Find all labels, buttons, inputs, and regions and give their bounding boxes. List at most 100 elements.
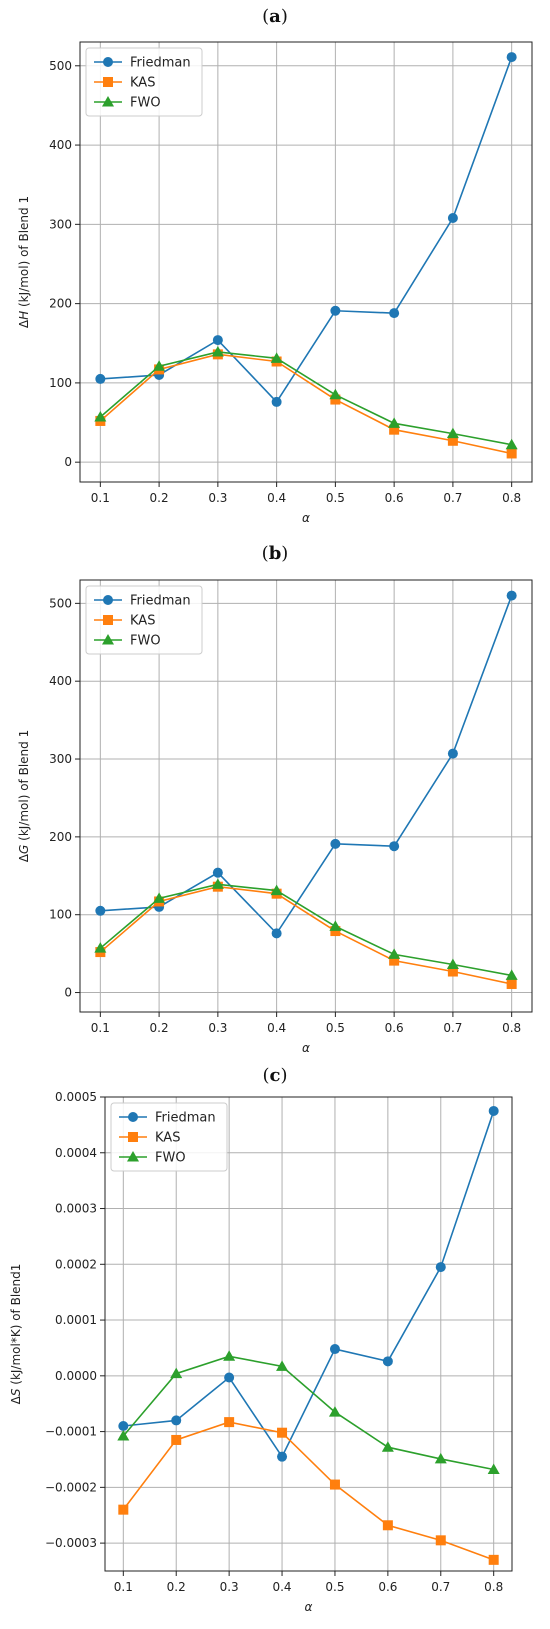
legend-marker [102, 96, 114, 107]
legend-marker [128, 1132, 138, 1142]
data-point [505, 969, 518, 980]
data-point [211, 345, 224, 357]
data-point [277, 1427, 288, 1438]
series-line [123, 1110, 495, 1459]
y-tick-label: 400 [49, 674, 72, 688]
y-tick-label: 400 [49, 138, 72, 152]
x-tick-label: 0.4 [267, 1021, 286, 1035]
data-point [95, 905, 106, 916]
legend-label: Friedman [130, 594, 191, 609]
x-tick-label: 0.6 [385, 1021, 404, 1035]
y-tick-label: 300 [49, 752, 72, 766]
data-point [389, 841, 400, 852]
y-tick-label: 500 [49, 59, 72, 73]
data-point [277, 1451, 288, 1462]
data-point [435, 1262, 446, 1273]
y-axis: 0 100 200 300 400 500 [49, 596, 80, 1000]
y-tick-label: 0.0004 [55, 1146, 97, 1160]
data-point [153, 360, 166, 371]
series-line [99, 885, 512, 985]
series-friedman [118, 1105, 499, 1462]
y-tick-label: −0.0003 [45, 1536, 97, 1550]
data-point [153, 892, 166, 903]
data-point [382, 1356, 393, 1367]
legend-marker [103, 57, 113, 67]
y-axis: −0.0003 −0.0002 −0.0001 0.0000 0.0001 0.0002 0… [45, 1090, 105, 1550]
x-tick-label: 0.4 [272, 1580, 291, 1594]
y-tick-label: 200 [49, 830, 72, 844]
y-tick-label: −0.0001 [45, 1425, 97, 1439]
x-tick-label: 0.7 [431, 1580, 450, 1594]
data-point [447, 435, 458, 446]
data-point [117, 1430, 130, 1441]
data-point [211, 878, 224, 889]
data-point [271, 396, 282, 407]
x-tick-label: 0.5 [326, 491, 345, 505]
y-tick-label: 0 [64, 455, 72, 469]
data-point [330, 838, 341, 849]
y-tick-label: 200 [49, 297, 72, 311]
data-point [435, 1535, 446, 1546]
data-point [506, 448, 517, 459]
data-point [506, 52, 517, 63]
data-point [329, 1344, 340, 1355]
x-tick-label: 0.7 [443, 491, 462, 505]
data-point [381, 1441, 394, 1452]
legend: Friedman KAS FWO [110, 1102, 228, 1172]
x-tick-label: 0.6 [385, 491, 404, 505]
x-tick-label: 0.8 [502, 491, 521, 505]
data-point [446, 427, 459, 439]
x-tick-label: 0.1 [91, 1021, 110, 1035]
data-point [330, 394, 341, 405]
data-point [95, 373, 106, 384]
legend-label: KAS [130, 614, 155, 629]
x-tick-label: 0.2 [150, 491, 169, 505]
data-point [487, 1463, 500, 1475]
data-point [447, 213, 458, 223]
x-tick-label: 0.8 [484, 1580, 503, 1594]
data-point [446, 958, 459, 970]
y-tick-label: 100 [49, 908, 72, 922]
x-axis: 0.1 0.2 0.3 0.4 0.5 0.6 0.7 0.8 [91, 482, 521, 505]
legend-marker [102, 634, 114, 645]
x-tick-label: 0.2 [150, 1021, 169, 1035]
x-axis-label: α [305, 1600, 313, 1614]
series-fwo [94, 345, 518, 450]
data-point [505, 438, 518, 450]
series-line [99, 883, 512, 977]
x-tick-label: 0.3 [208, 1021, 227, 1035]
legend-marker [127, 1151, 139, 1162]
x-tick-label: 0.3 [220, 1580, 239, 1594]
data-point [171, 1415, 182, 1426]
legend-label: FWO [130, 634, 161, 649]
series-friedman [95, 590, 517, 939]
legend-label: Friedman [130, 56, 191, 71]
x-axis-label: α [302, 511, 310, 525]
y-tick-label: 500 [49, 596, 72, 610]
data-point [329, 1479, 340, 1490]
data-point [434, 1452, 447, 1464]
x-axis: 0.1 0.2 0.3 0.4 0.5 0.6 0.7 0.8 [114, 1571, 503, 1594]
data-point [447, 748, 458, 759]
series-fwo [94, 878, 518, 980]
data-point [276, 1360, 289, 1371]
legend-box [110, 1102, 228, 1172]
y-axis-label: ΔG (kJ/mol) of Blend 1 [17, 730, 31, 862]
data-point [118, 1421, 129, 1432]
data-point [329, 388, 342, 400]
y-tick-label: 0.0001 [55, 1313, 97, 1327]
data-point [224, 1417, 235, 1428]
legend-marker [128, 1112, 138, 1122]
data-point [94, 942, 107, 953]
series-line [99, 353, 512, 455]
series-line [122, 1355, 494, 1471]
x-tick-label: 0.1 [114, 1580, 133, 1594]
data-point [389, 424, 400, 435]
grid [80, 42, 532, 482]
legend-label: FWO [155, 1151, 186, 1166]
y-tick-label: 100 [49, 376, 72, 390]
chart-b: 0.1 0.2 0.3 0.4 0.5 0.6 0.7 0.8 0 100 200 300 400 500… [17, 579, 533, 1055]
data-point [271, 928, 282, 939]
data-point [382, 1520, 393, 1531]
x-axis-label: α [302, 1041, 310, 1055]
